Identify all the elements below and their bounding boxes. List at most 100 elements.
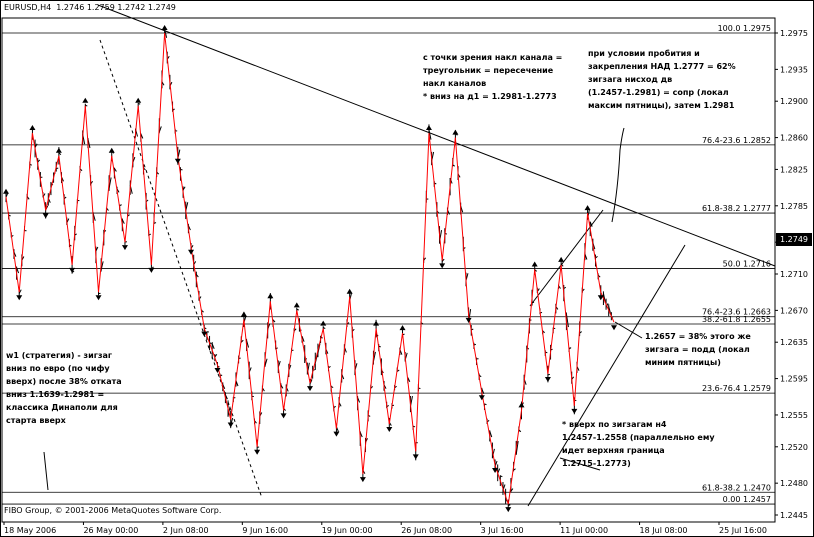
zigzag-pivot-arrow — [346, 288, 353, 294]
y-tick-label: 1.2635 — [780, 338, 808, 347]
zigzag-pivot-arrow — [29, 125, 36, 131]
annotation-weekly-strategy: w1 (стратегия) - зигзаг вниз по евро (по… — [6, 351, 122, 425]
zigzag-pivot-arrow — [439, 263, 446, 269]
zigzag-pivot-arrow — [135, 97, 142, 103]
price-bar-close — [211, 343, 215, 349]
x-tick-label: 9 Jun 16:00 — [242, 526, 288, 535]
price-bar-close — [182, 186, 186, 191]
price-bar-close — [372, 351, 376, 362]
y-tick-label: 1.2445 — [780, 511, 808, 520]
y-tick-label: 1.2710 — [780, 270, 808, 279]
zigzag-pivot-arrow — [571, 408, 578, 414]
zigzag-pivot-arrow — [121, 245, 128, 251]
y-tick-label: 1.2555 — [780, 411, 808, 420]
price-bar-close — [113, 168, 117, 172]
zigzag-pivot-arrow — [267, 293, 274, 299]
zigzag-pivot-arrow — [333, 431, 340, 437]
zigzag-pivot-arrow — [452, 129, 459, 135]
x-tick-label: 19 Jun 00:00 — [322, 526, 373, 535]
zigzag-pivot-arrow — [359, 477, 366, 483]
zigzag-pivot-arrow — [55, 147, 62, 153]
zigzag-pivot-arrow — [558, 256, 565, 262]
copyright-text: FIBO Group, © 2001-2006 MetaQuotes Softw… — [4, 506, 222, 515]
price-bar-close — [484, 403, 487, 406]
annotation-breakout-condition: при условии пробития и закрепления НАД 1… — [588, 49, 736, 110]
zigzag-pivot-arrow — [584, 205, 591, 211]
pointer-line — [43, 451, 49, 491]
y-tick-label: 1.2975 — [780, 29, 808, 38]
x-tick-label: 18 Jul 08:00 — [640, 526, 688, 535]
y-tick-label: 1.2595 — [780, 375, 808, 384]
zigzag-pivot-arrow — [386, 427, 393, 433]
zigzag-pivot-arrow — [201, 331, 208, 337]
y-tick-label: 1.2785 — [780, 202, 808, 211]
price-bar-close — [13, 251, 17, 257]
price-bar-close — [108, 177, 112, 189]
channel-upper-line — [529, 209, 604, 307]
price-bar-close — [246, 340, 250, 348]
fibo-levels: 100.0 1.2975 76.4-23.6 1.2852 61.8-38.2 1.… — [1, 17, 776, 523]
zigzag-pivot-arrow — [240, 311, 247, 317]
y-tick-label: 1.2900 — [780, 97, 808, 106]
zigzag-pivot-arrow — [108, 147, 115, 153]
price-bar-close — [34, 143, 38, 148]
zigzag-pivot-arrow — [188, 249, 195, 255]
price-bar-close — [296, 308, 299, 311]
price-bar-close — [85, 104, 88, 107]
price-bar-close — [563, 286, 567, 289]
price-bar-close — [92, 213, 96, 221]
current-price-label: 1.2749 — [776, 233, 812, 246]
zigzag-pivot-arrow — [227, 422, 234, 428]
price-bar-close — [489, 431, 493, 438]
zigzag-pivot-arrow — [82, 97, 89, 103]
fibo-level-label: 23.6-76.4 1.2579 — [702, 384, 771, 393]
price-bar-close — [579, 331, 582, 334]
zigzag-pivot-arrow — [42, 213, 49, 219]
price-bar-close — [18, 289, 22, 294]
projection-curve — [611, 127, 625, 223]
price-bar-close — [378, 345, 381, 348]
channel-lower-line — [527, 244, 686, 507]
price-bar-close — [161, 81, 165, 86]
price-bar-close — [201, 310, 204, 313]
zigzag-pivot-arrow — [148, 267, 155, 273]
fibo-level-label: 76.4-23.6 1.2852 — [702, 136, 771, 145]
zigzag-pivot-arrow — [320, 320, 327, 326]
price-bar-close — [510, 488, 514, 492]
x-tick-label: 2 Jun 08:00 — [163, 526, 209, 535]
price-bar-close — [589, 221, 593, 227]
zigzag-pivot-arrow — [478, 395, 485, 401]
price-bar-close — [187, 225, 191, 231]
chart-title: EURUSD,H4 1.2746 1.2759 1.2742 1.2749 — [4, 3, 176, 12]
price-bar-close — [452, 164, 456, 167]
price-bar-close — [280, 384, 284, 389]
zigzag-pivot-arrow — [214, 367, 221, 373]
price-bar-close — [235, 380, 239, 387]
x-tick-label: 11 Jul 00:00 — [560, 526, 608, 535]
x-tick-label: 18 May 2006 — [4, 526, 56, 535]
y-tick-label: 1.2670 — [780, 306, 808, 315]
price-bar-close — [584, 253, 588, 260]
price-axis: 1.2975 1.2935 1.2900 1.2860 1.2825 1.2785 1.27… — [775, 29, 808, 520]
price-bar-close — [222, 384, 226, 390]
price-bar-close — [164, 28, 168, 38]
price-bar-close — [508, 504, 511, 506]
price-bar-close — [330, 386, 334, 388]
trend-lines — [43, 4, 776, 507]
zigzag-pivot-arrow — [174, 158, 181, 164]
price-bar-close — [37, 159, 41, 163]
price-bar-close — [153, 222, 157, 224]
zigzag-pivot-arrow — [531, 261, 538, 267]
zigzag-pivot-arrow — [3, 188, 9, 194]
price-bar-close — [58, 152, 62, 156]
price-bar-close — [138, 103, 141, 105]
fibo-level-label: 76.4-23.6 1.2663 — [702, 308, 771, 317]
zigzag-pivot-arrow — [161, 25, 168, 30]
x-tick-label: 26 Jun 08:00 — [401, 526, 452, 535]
zigzag-pivot-arrow — [293, 302, 300, 308]
fibo-level-label: 38.2-61.8 1.2655 — [702, 315, 771, 324]
fibo-level-label: 0.00 1.2457 — [723, 495, 771, 504]
price-bar-close — [309, 379, 313, 385]
zigzag-pivot-arrow — [399, 325, 406, 331]
